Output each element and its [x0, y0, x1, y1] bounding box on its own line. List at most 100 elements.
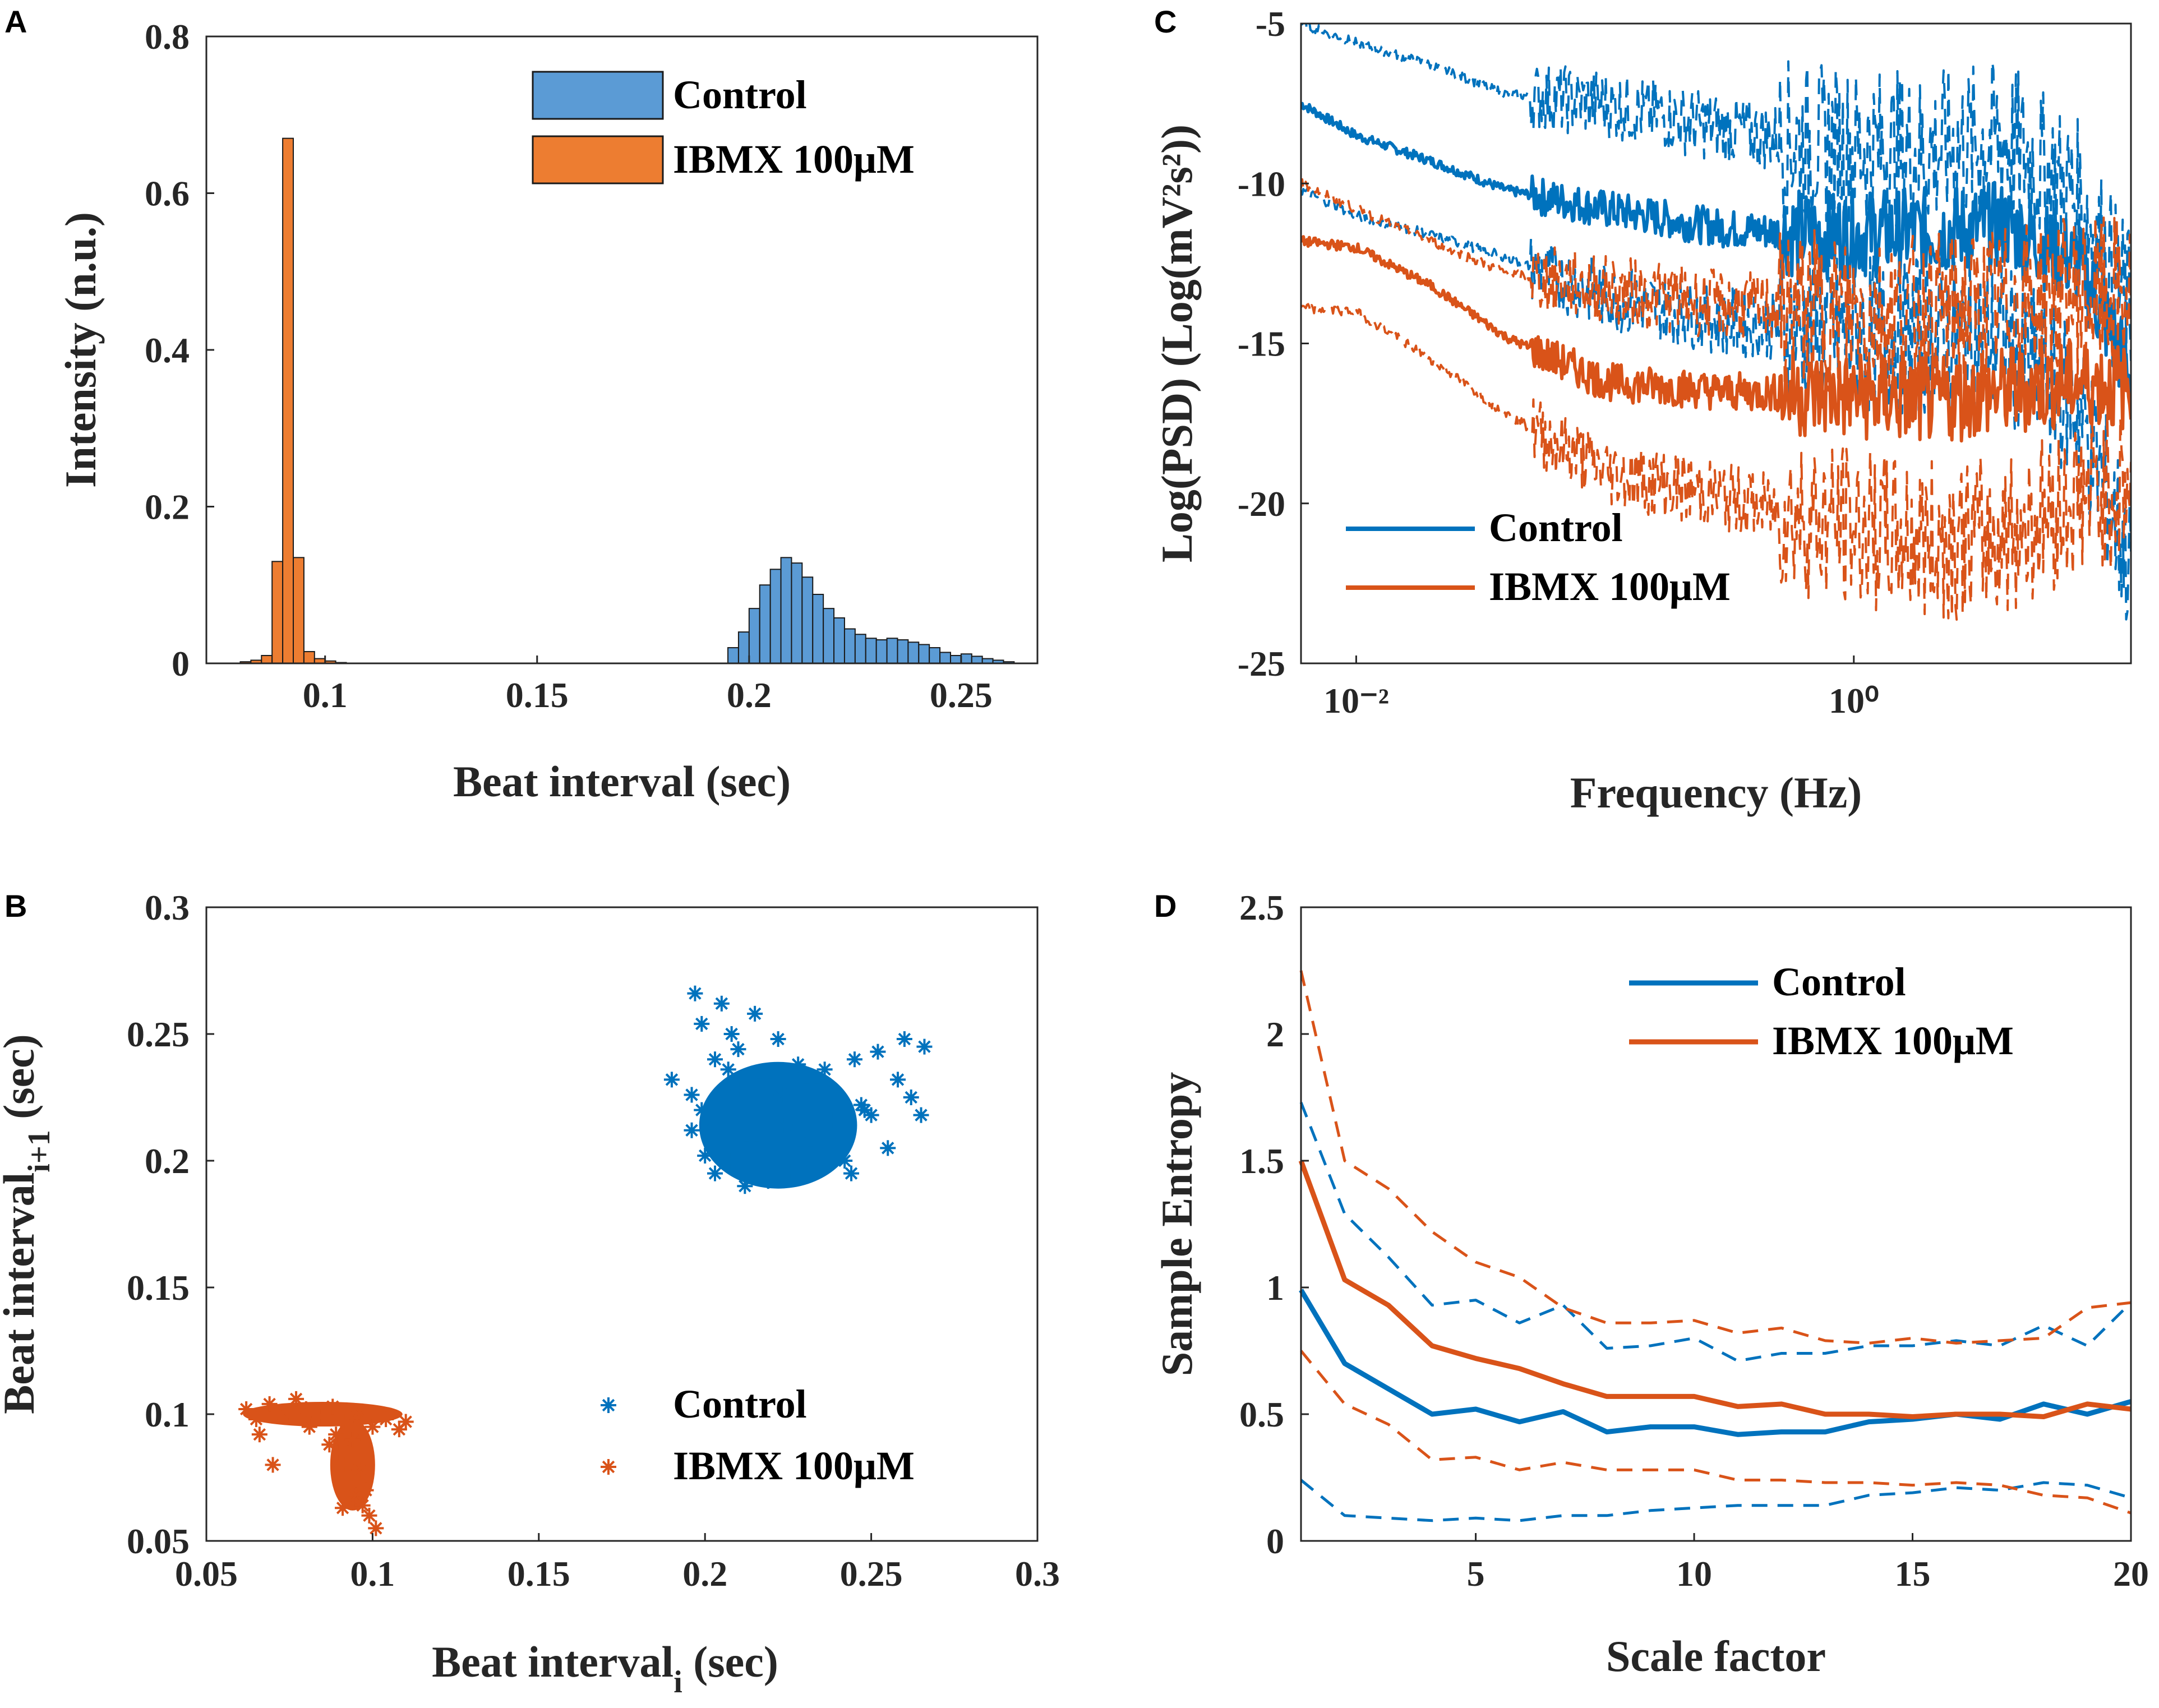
marker-stroke — [266, 1458, 279, 1471]
axes-box-a — [205, 35, 1039, 664]
y-tick-label: -25 — [1238, 644, 1285, 684]
y-axis-label-unit: (sec) — [0, 1034, 43, 1130]
marker-stroke — [818, 1063, 831, 1076]
data-point — [694, 1015, 710, 1032]
data-point — [663, 1072, 680, 1088]
histogram-bar — [907, 641, 920, 664]
panel-label-a: A — [4, 4, 27, 39]
y-tick-label: 0.15 — [127, 1268, 190, 1308]
data-point — [816, 1061, 833, 1078]
marker-stroke — [602, 1398, 615, 1412]
data-point — [707, 1165, 723, 1181]
x-tick-label: 0.1 — [350, 1554, 395, 1594]
data-point — [803, 1077, 819, 1093]
x-tick-label: 5 — [1467, 1554, 1485, 1594]
marker-stroke — [379, 1412, 393, 1426]
data-point — [275, 1406, 291, 1422]
marker-stroke — [715, 1093, 728, 1106]
data-point — [783, 1163, 800, 1179]
marker-stroke — [775, 1088, 788, 1101]
y-tick-label: 0.2 — [145, 487, 190, 527]
marker-stroke — [329, 1428, 343, 1441]
histogram-bar — [875, 639, 888, 664]
marker-stroke — [745, 1134, 758, 1147]
data-point — [694, 1102, 710, 1118]
marker-stroke — [871, 1045, 884, 1058]
histogram-bar — [843, 628, 856, 664]
panel-label-c: C — [1154, 4, 1177, 39]
y-tick-label: 0.2 — [145, 1141, 190, 1181]
marker-stroke — [336, 1502, 349, 1515]
data-point — [700, 1115, 717, 1131]
data-point — [747, 1005, 763, 1022]
data-point — [697, 1147, 713, 1164]
data-point — [890, 1072, 906, 1088]
psd-line — [1301, 188, 2131, 621]
histogram-bar — [759, 584, 771, 664]
marker-stroke — [808, 1159, 822, 1172]
marker-stroke — [313, 1410, 326, 1423]
marker-stroke — [399, 1415, 412, 1428]
data-point — [730, 1082, 746, 1098]
data-point — [790, 1056, 806, 1073]
data-point — [756, 1072, 773, 1088]
data-point — [238, 1401, 255, 1417]
histogram-bar — [897, 639, 909, 664]
marker-stroke — [778, 1119, 791, 1132]
data-point — [338, 1414, 354, 1430]
x-tick-label: 10⁰ — [1829, 681, 1879, 721]
psd-line — [1301, 24, 2131, 361]
marker-stroke — [289, 1392, 303, 1406]
legend-label: IBMX 100μM — [673, 1443, 915, 1488]
histogram-bar — [918, 644, 930, 664]
psd-line — [1301, 235, 2131, 443]
data-point — [794, 1122, 810, 1138]
data-point — [687, 985, 703, 1001]
marker-stroke — [882, 1142, 894, 1155]
marker-stroke — [263, 1397, 276, 1411]
y-axis-label: Log(PSD) (Log(mV²s²)) — [1152, 124, 1201, 562]
x-axis-label-main: Beat interval — [432, 1637, 673, 1686]
marker-stroke — [732, 1083, 745, 1096]
data-point — [896, 1031, 912, 1047]
axes-box-b — [205, 906, 1039, 1542]
marker-stroke — [339, 1458, 353, 1471]
marker-stroke — [762, 1174, 775, 1188]
marker-stroke — [858, 1104, 871, 1116]
marker-stroke — [891, 1073, 905, 1086]
data-point — [723, 1026, 740, 1042]
marker-stroke — [865, 1109, 878, 1121]
histogram-bar — [293, 557, 305, 664]
y-tick-label: -10 — [1238, 164, 1285, 204]
data-point — [846, 1051, 862, 1068]
y-tick-label: 0.6 — [145, 174, 190, 214]
data-point — [378, 1411, 394, 1428]
marker-stroke — [685, 1088, 698, 1101]
marker-stroke — [356, 1499, 369, 1512]
marker-stroke — [695, 1104, 708, 1116]
marker-stroke — [326, 1400, 339, 1413]
legend-label: Control — [1489, 505, 1623, 550]
marker-stroke — [366, 1420, 379, 1433]
marker-stroke — [250, 1412, 263, 1426]
entropy-line — [1298, 1160, 2132, 1419]
data-point — [713, 995, 730, 1012]
y-axis-label-main: Beat interval — [0, 1172, 43, 1414]
y-tick-label: 2 — [1266, 1014, 1284, 1054]
x-axis-label: Beat intervali (sec) — [432, 1637, 778, 1700]
marker-stroke — [825, 1114, 838, 1127]
y-tick-label: 2.5 — [1239, 888, 1284, 927]
data-point — [354, 1497, 371, 1513]
y-tick-label: 0.1 — [145, 1395, 190, 1434]
data-point — [823, 1112, 839, 1128]
y-axis-label: Sample Entropy — [1152, 1072, 1201, 1377]
histogram-bar — [282, 137, 294, 664]
marker-stroke — [343, 1479, 356, 1492]
y-axis-label: Beat intervali+1 (sec) — [0, 1034, 57, 1414]
histogram-bar — [971, 655, 983, 664]
data-point — [777, 1117, 793, 1133]
marker-stroke — [353, 1464, 366, 1476]
data-point — [261, 1396, 278, 1412]
entropy-line — [1300, 1479, 2132, 1522]
